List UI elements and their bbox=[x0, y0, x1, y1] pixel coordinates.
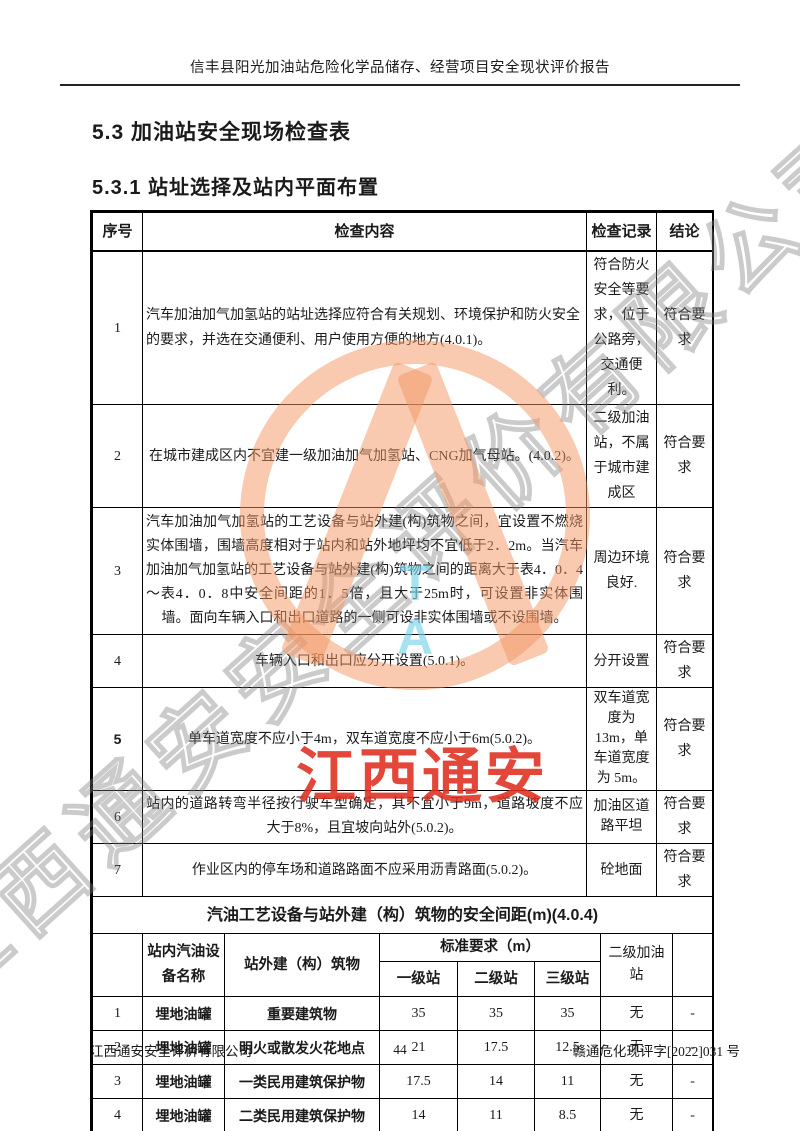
spacing-structure: 明火或散发火花地点 bbox=[224, 1030, 380, 1065]
row-content: 汽车加油加气加氢站的工艺设备与站外建(构)筑物之间，宜设置不燃烧实体围墙，围墙高… bbox=[142, 507, 587, 635]
row-content: 站内的道路转弯半径按行驶车型确定，其不宜小于9m，道路坡度不应大于8%，且宜坡向… bbox=[142, 790, 587, 844]
row-content: 汽车加油加气加氢站的站址选择应符合有关规划、环境保护和防火安全的要求，并选在交通… bbox=[142, 250, 587, 405]
row-record: 加油区道路平坦 bbox=[586, 790, 657, 844]
table-row: 4 车辆入口和出口应分开设置(5.0.1)。 分开设置 符合要求 bbox=[92, 634, 713, 688]
col-header-no: 序号 bbox=[92, 212, 143, 252]
spacing-level2: 35 bbox=[457, 996, 535, 1031]
report-running-title: 信丰县阳光加油站危险化学品储存、经营项目安全现状评价报告 bbox=[60, 56, 740, 86]
spacing-row: 1 埋地油罐 重要建筑物 35 35 35 无 - bbox=[92, 996, 714, 1031]
spacing-col-standard-group: 标准要求（m） bbox=[378, 933, 602, 962]
spacing-header-row-2: 一级站 二级站 三级站 bbox=[93, 961, 713, 997]
spacing-level1: 35 bbox=[379, 996, 458, 1031]
spacing-col-equipment: 站内汽油设备名称 bbox=[142, 933, 225, 997]
checklist-table: 序号 检查内容 检查记录 结论 1 汽车加油加气加氢站的站址选择应符合有关规划、… bbox=[92, 212, 713, 934]
footer-company: 江西通安安全评价有限公司 bbox=[90, 1044, 252, 1059]
spacing-level1: 21 bbox=[379, 1030, 458, 1065]
spacing-station: 无 bbox=[600, 1064, 674, 1099]
checklist-table-wrapper: 序号 检查内容 检查记录 结论 1 汽车加油加气加氢站的站址选择应符合有关规划、… bbox=[90, 210, 714, 1131]
spacing-equipment: 埋地油罐 bbox=[142, 996, 225, 1031]
spacing-level3: 11 bbox=[533, 1064, 602, 1099]
spacing-row: 3 埋地油罐 一类民用建筑保护物 17.5 14 11 无 - bbox=[92, 1064, 714, 1099]
row-no: 6 bbox=[92, 790, 143, 844]
row-content: 在城市建成区内不宜建一级加油加气加氢站、CNG加气母站。(4.0.2)。 bbox=[142, 404, 587, 508]
row-conclusion: 符合要求 bbox=[656, 507, 713, 635]
row-record: 分开设置 bbox=[586, 634, 657, 688]
row-record: 二级加油站，不属于城市建成区 bbox=[586, 404, 657, 508]
footer-page-number: 44 bbox=[393, 1042, 407, 1057]
spacing-col-level1: 一级站 bbox=[379, 961, 458, 997]
spacing-row: 4 埋地油罐 二类民用建筑保护物 14 11 8.5 无 - bbox=[92, 1098, 714, 1131]
row-content: 单车道宽度不应小于4m，双车道宽度不应小于6m(5.0.2)。 bbox=[142, 687, 587, 791]
section-heading: 5.3 加油站安全现场检查表 bbox=[92, 121, 352, 144]
row-no: 3 bbox=[92, 507, 143, 635]
spacing-structure: 重要建筑物 bbox=[224, 996, 380, 1031]
row-no: 1 bbox=[92, 250, 143, 405]
checklist-header-row: 序号 检查内容 检查记录 结论 bbox=[92, 212, 713, 252]
spacing-col-blank-right bbox=[672, 933, 714, 997]
spacing-structure: 一类民用建筑保护物 bbox=[224, 1064, 380, 1099]
row-record: 周边环境良好. bbox=[586, 507, 657, 635]
col-header-record: 检查记录 bbox=[586, 212, 657, 252]
spacing-table-title-row: 汽油工艺设备与站外建（构）筑物的安全间距(m)(4.0.4) bbox=[92, 896, 713, 934]
spacing-level1: 17.5 bbox=[379, 1064, 458, 1099]
row-conclusion: 符合要求 bbox=[656, 687, 713, 791]
spacing-dash: - bbox=[672, 1098, 714, 1131]
row-conclusion: 符合要求 bbox=[656, 250, 713, 405]
spacing-level2: 17.5 bbox=[457, 1030, 535, 1065]
row-conclusion: 符合要求 bbox=[656, 843, 713, 897]
spacing-table-title: 汽油工艺设备与站外建（构）筑物的安全间距(m)(4.0.4) bbox=[92, 896, 713, 934]
row-conclusion: 符合要求 bbox=[656, 404, 713, 508]
spacing-no: 4 bbox=[92, 1098, 143, 1131]
col-header-content: 检查内容 bbox=[142, 212, 587, 252]
spacing-equipment: 埋地油罐 bbox=[142, 1098, 225, 1131]
row-no: 5 bbox=[92, 687, 143, 791]
spacing-no: 2 bbox=[92, 1030, 143, 1065]
table-row: 7 作业区内的停车场和道路路面不应采用沥青路面(5.0.2)。 砼地面 符合要求 bbox=[92, 843, 713, 897]
row-content: 作业区内的停车场和道路路面不应采用沥青路面(5.0.2)。 bbox=[142, 843, 587, 897]
spacing-no: 3 bbox=[92, 1064, 143, 1099]
row-content: 车辆入口和出口应分开设置(5.0.1)。 bbox=[142, 634, 587, 688]
row-no: 4 bbox=[92, 634, 143, 688]
spacing-equipment: 埋地油罐 bbox=[142, 1064, 225, 1099]
row-no: 2 bbox=[92, 404, 143, 508]
spacing-station: 无 bbox=[600, 1098, 674, 1131]
spacing-col-station: 二级加油站 bbox=[600, 933, 674, 997]
spacing-equipment: 埋地油罐 bbox=[142, 1030, 225, 1065]
spacing-no: 1 bbox=[92, 996, 143, 1031]
spacing-row: 2 埋地油罐 明火或散发火花地点 21 17.5 12.5 无 - bbox=[92, 1030, 714, 1065]
row-conclusion: 符合要求 bbox=[656, 790, 713, 844]
spacing-level1: 14 bbox=[379, 1098, 458, 1131]
spacing-dash: - bbox=[672, 1064, 714, 1099]
spacing-structure: 二类民用建筑保护物 bbox=[224, 1098, 380, 1131]
table-row: 3 汽车加油加气加氢站的工艺设备与站外建(构)筑物之间，宜设置不燃烧实体围墙，围… bbox=[92, 507, 713, 635]
subsection-heading: 5.3.1 站址选择及站内平面布置 bbox=[92, 177, 380, 199]
spacing-col-blank bbox=[92, 933, 143, 997]
spacing-level2: 14 bbox=[457, 1064, 535, 1099]
row-no: 7 bbox=[92, 843, 143, 897]
spacing-station: 无 bbox=[600, 996, 674, 1031]
spacing-table: 站内汽油设备名称 站外建（构）筑物 标准要求（m） 二级加油站 一级站 二级站 … bbox=[92, 933, 714, 1131]
spacing-dash: - bbox=[672, 996, 714, 1031]
spacing-level3: 35 bbox=[533, 996, 602, 1031]
row-record: 双车道宽度为 13m，单车道宽度为 5m。 bbox=[586, 687, 657, 791]
spacing-header-row-1: 站内汽油设备名称 站外建（构）筑物 标准要求（m） 二级加油站 bbox=[92, 933, 714, 997]
table-row: 2 在城市建成区内不宜建一级加油加气加氢站、CNG加气母站。(4.0.2)。 二… bbox=[92, 404, 713, 508]
table-row: 6 站内的道路转弯半径按行驶车型确定，其不宜小于9m，道路坡度不应大于8%，且宜… bbox=[92, 790, 713, 844]
table-row: 5 单车道宽度不应小于4m，双车道宽度不应小于6m(5.0.2)。 双车道宽度为… bbox=[92, 687, 713, 791]
col-header-conclusion: 结论 bbox=[656, 212, 713, 252]
table-row: 1 汽车加油加气加氢站的站址选择应符合有关规划、环境保护和防火安全的要求，并选在… bbox=[92, 250, 713, 405]
row-record: 符合防火安全等要求，位于公路旁，交通便利。 bbox=[586, 250, 657, 405]
spacing-col-structure: 站外建（构）筑物 bbox=[224, 933, 380, 997]
row-conclusion: 符合要求 bbox=[656, 634, 713, 688]
spacing-level2: 11 bbox=[457, 1098, 535, 1131]
spacing-col-level3: 三级站 bbox=[533, 961, 602, 997]
row-record: 砼地面 bbox=[586, 843, 657, 897]
spacing-col-level2: 二级站 bbox=[457, 961, 535, 997]
spacing-level3: 8.5 bbox=[533, 1098, 602, 1131]
footer-doc-number: 赣通危化现评字[2022]031 号 bbox=[572, 1044, 740, 1059]
